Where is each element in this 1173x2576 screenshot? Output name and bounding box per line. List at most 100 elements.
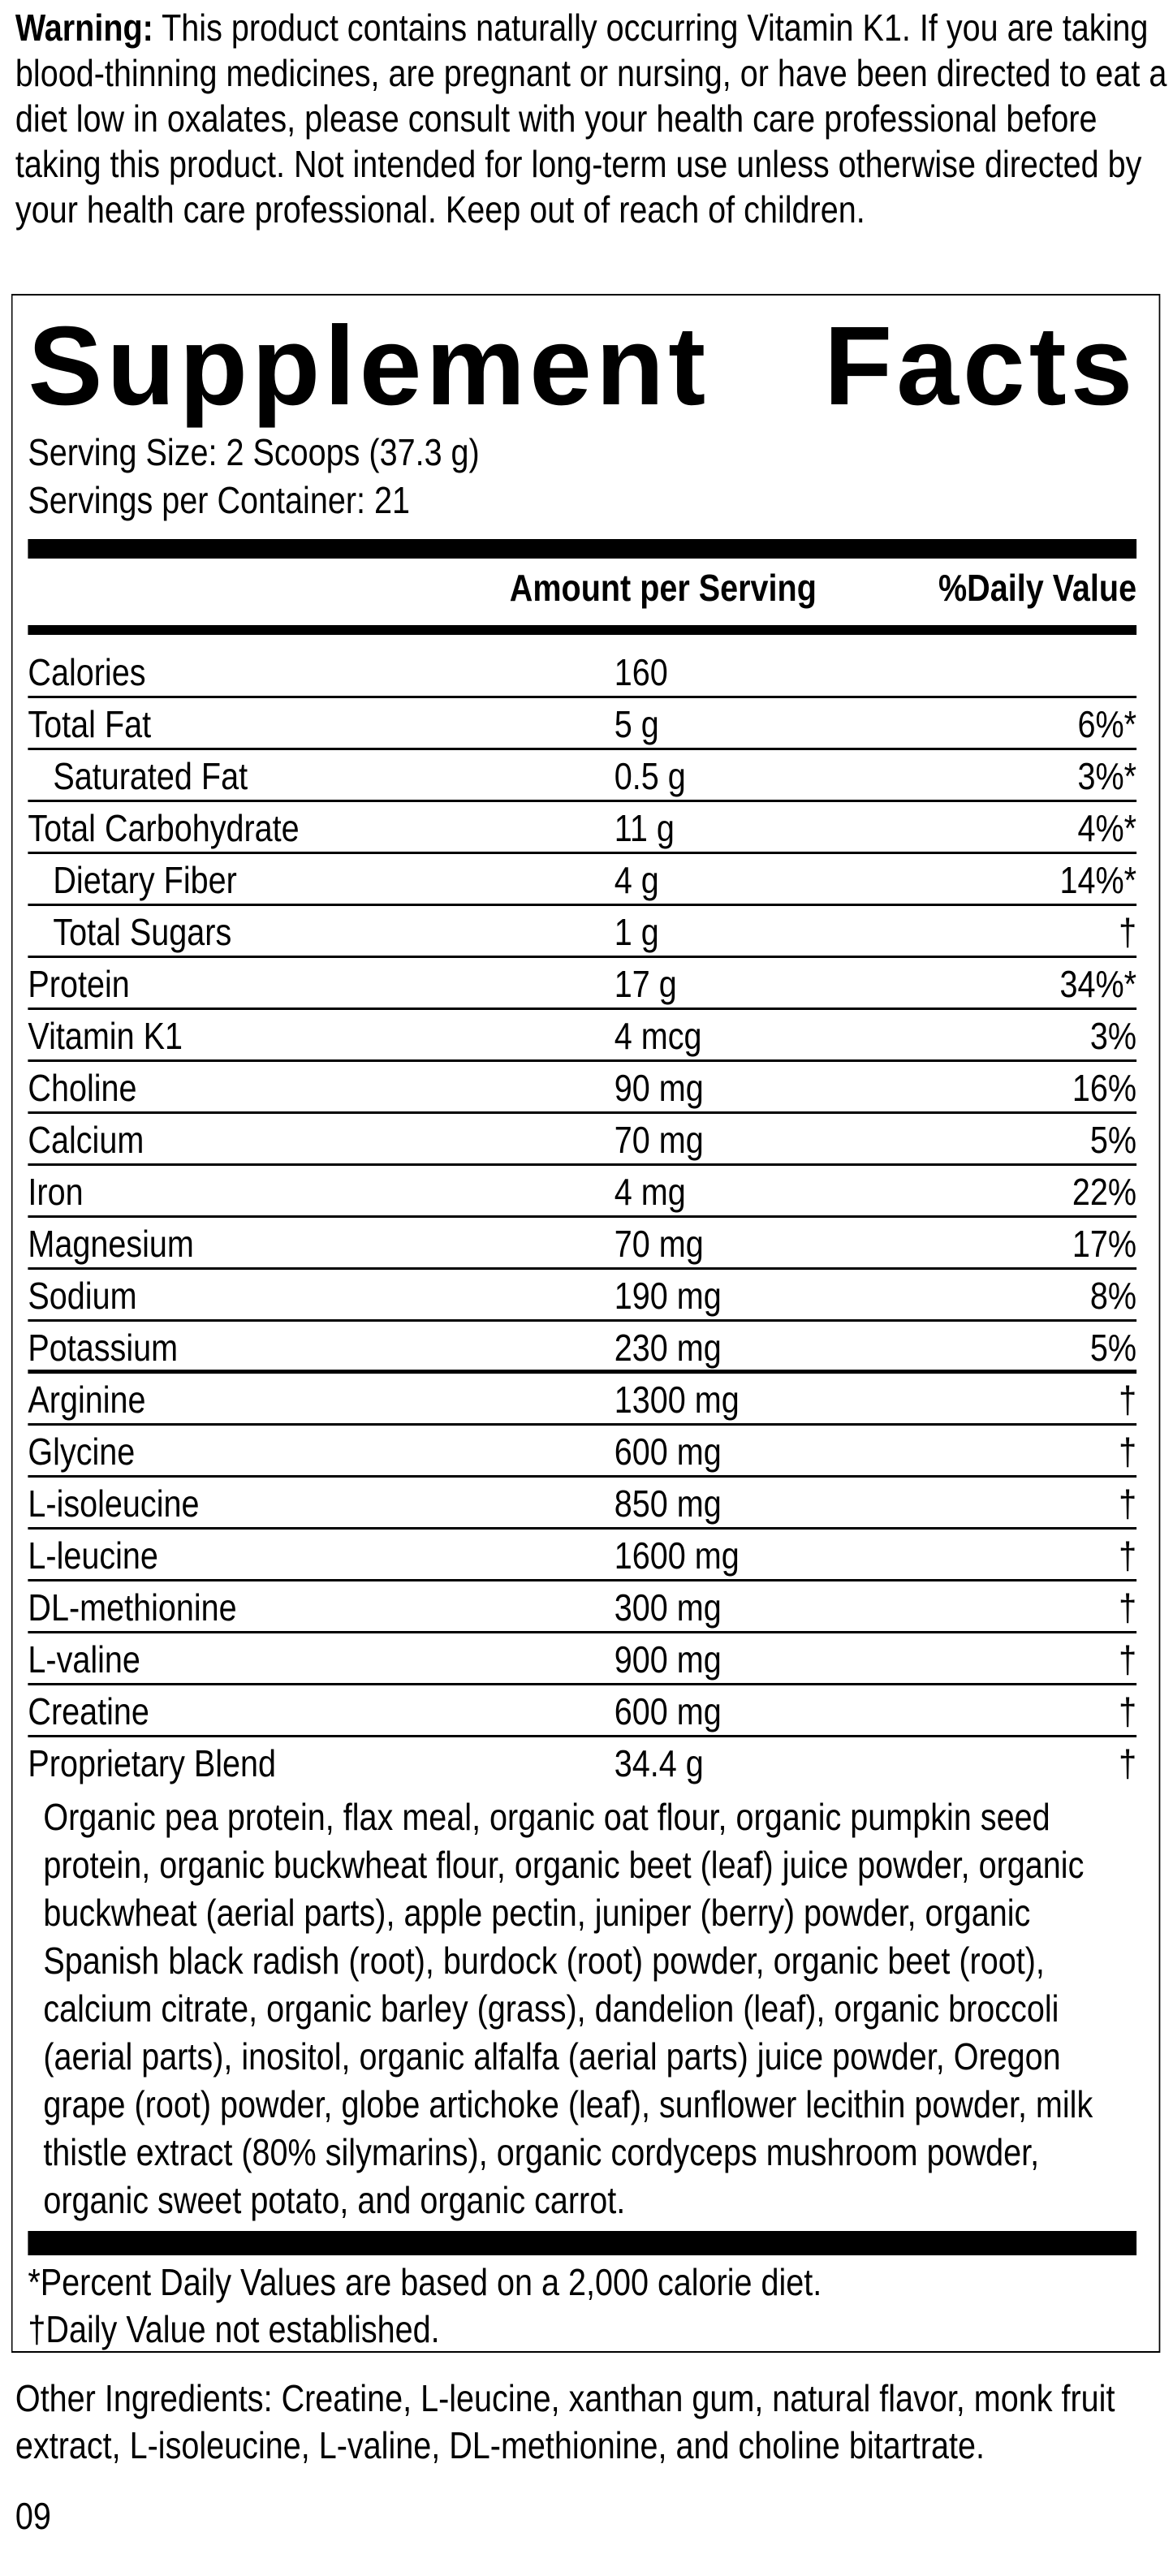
footnote-daily-value: *Percent Daily Values are based on a 2,0… [28, 2261, 822, 2303]
nutrient-daily-value: 4%* [1077, 807, 1137, 849]
nutrient-daily-value: † [1119, 1430, 1137, 1473]
nutrient-amount: 1600 mg [614, 1534, 740, 1577]
nutrient-row: Glycine 600 mg † [28, 1426, 1136, 1478]
nutrient-row: L-isoleucine 850 mg † [28, 1478, 1136, 1530]
nutrient-amount: 17 g [614, 963, 677, 1005]
nutrient-daily-value: 3%* [1077, 755, 1137, 797]
nutrient-name: Creatine [28, 1690, 149, 1732]
nutrient-amount: 4 mcg [614, 1015, 702, 1057]
nutrient-amount: 34.4 g [614, 1742, 704, 1784]
nutrient-row: Total Carbohydrate 11 g 4%* [28, 802, 1136, 854]
nutrient-amount: 90 mg [614, 1067, 704, 1109]
nutrient-daily-value: 5% [1089, 1327, 1137, 1369]
nutrient-row: L-valine 900 mg † [28, 1633, 1136, 1685]
nutrient-amount: 850 mg [614, 1482, 722, 1525]
header-daily-value: %Daily Value [938, 567, 1137, 609]
nutrient-row: Potassium 230 mg 5% [28, 1322, 1136, 1374]
footer-divider [28, 2231, 1137, 2255]
nutrient-amount: 230 mg [614, 1327, 722, 1369]
nutrient-name: Calories [28, 651, 146, 693]
footnotes: *Percent Daily Values are based on a 2,0… [28, 2259, 1136, 2353]
nutrient-daily-value: † [1119, 1638, 1137, 1681]
nutrient-name: DL-methionine [28, 1586, 237, 1629]
nutrient-name: L-isoleucine [28, 1482, 200, 1525]
warning-label: Warning: [15, 6, 153, 49]
nutrient-amount: 4 g [614, 859, 659, 901]
nutrient-daily-value: † [1119, 1690, 1137, 1732]
nutrient-name: Saturated Fat [53, 755, 248, 797]
nutrient-amount: 4 mg [614, 1171, 686, 1213]
nutrient-name: Total Carbohydrate [28, 807, 300, 849]
nutrient-name: Potassium [28, 1327, 179, 1369]
nutrient-name: L-valine [28, 1638, 140, 1681]
nutrient-amount: 70 mg [614, 1119, 704, 1161]
nutrient-amount: 600 mg [614, 1430, 722, 1473]
nutrient-amount: 1300 mg [614, 1379, 740, 1421]
nutrient-name: Calcium [28, 1119, 144, 1161]
nutrient-daily-value: † [1119, 911, 1137, 953]
nutrient-daily-value: 16% [1072, 1067, 1137, 1109]
warning-paragraph: Warning: This product contains naturally… [15, 5, 1167, 232]
nutrient-name: Protein [28, 963, 130, 1005]
other-ingredients: Other Ingredients: Creatine, L-leucine, … [15, 2377, 1115, 2466]
nutrient-daily-value: 6%* [1077, 703, 1137, 745]
nutrient-row: Choline 90 mg 16% [28, 1062, 1136, 1114]
nutrient-daily-value: 22% [1072, 1171, 1137, 1213]
nutrient-amount: 5 g [614, 703, 659, 745]
nutrient-row: Vitamin K1 4 mcg 3% [28, 1010, 1136, 1062]
nutrient-daily-value: † [1119, 1482, 1137, 1525]
column-header: Amount per Serving %Daily Value [28, 563, 1136, 612]
nutrient-amount: 900 mg [614, 1638, 722, 1681]
nutrient-row: Arginine 1300 mg † [28, 1374, 1136, 1426]
nutrient-name: Iron [28, 1171, 84, 1213]
footnote-dagger: †Daily Value not established. [28, 2308, 440, 2350]
nutrient-name: Magnesium [28, 1223, 194, 1265]
nutrient-name: Vitamin K1 [28, 1015, 183, 1057]
nutrient-row: Proprietary Blend 34.4 g † [28, 1737, 1136, 1789]
nutrient-name: Glycine [28, 1430, 136, 1473]
nutrient-row: Protein 17 g 34%* [28, 958, 1136, 1010]
nutrient-row: L-leucine 1600 mg † [28, 1530, 1136, 1581]
nutrient-row: Sodium 190 mg 8% [28, 1270, 1136, 1322]
title-word-facts: Facts [823, 304, 1137, 429]
nutrient-daily-value: 8% [1089, 1275, 1137, 1317]
header-divider [28, 625, 1137, 635]
nutrient-name: Proprietary Blend [28, 1742, 277, 1784]
warning-text: This product contains naturally occurrin… [15, 6, 1167, 231]
nutrient-row: Magnesium 70 mg 17% [28, 1218, 1136, 1270]
nutrient-name: Total Sugars [53, 911, 232, 953]
nutrient-daily-value: 34%* [1059, 963, 1137, 1005]
nutrient-row: Total Fat 5 g 6%* [28, 698, 1136, 750]
nutrient-name: Dietary Fiber [53, 859, 237, 901]
nutrient-daily-value: † [1119, 1379, 1137, 1421]
nutrient-amount: 70 mg [614, 1223, 704, 1265]
nutrient-table: Calories 160 Total Fat 5 g 6%* Saturated Fat 0… [28, 646, 1136, 1789]
nutrient-row: Calories 160 [28, 646, 1137, 698]
nutrient-name: Choline [28, 1067, 137, 1109]
nutrient-amount: 0.5 g [614, 755, 686, 797]
servings-per-container: Servings per Container: 21 [28, 479, 410, 521]
serving-size: Serving Size: 2 Scoops (37.3 g) [28, 431, 480, 473]
nutrient-name: L-leucine [28, 1534, 158, 1577]
nutrient-row: Iron 4 mg 22% [28, 1166, 1136, 1218]
nutrient-amount: 190 mg [614, 1275, 722, 1317]
nutrient-daily-value: 14%* [1059, 859, 1137, 901]
nutrient-daily-value: 3% [1089, 1015, 1137, 1057]
blend-ingredients: Organic pea protein, flax meal, organic … [43, 1796, 1093, 2221]
nutrient-amount: 1 g [614, 911, 659, 953]
nutrient-daily-value: † [1119, 1534, 1137, 1577]
supplement-facts-panel: Supplement Facts Serving Size: 2 Scoops … [11, 294, 1161, 2353]
nutrient-name: Sodium [28, 1275, 137, 1317]
nutrient-daily-value: † [1119, 1742, 1137, 1784]
panel-title: Supplement Facts [28, 305, 1136, 427]
nutrient-amount: 160 [614, 651, 668, 693]
nutrient-row: Saturated Fat 0.5 g 3%* [28, 750, 1136, 802]
header-amount: Amount per Serving [509, 567, 817, 609]
nutrient-daily-value: † [1119, 1586, 1137, 1629]
nutrient-row: Dietary Fiber 4 g 14%* [28, 854, 1136, 906]
label-code: 09 [15, 2495, 51, 2537]
thick-divider [28, 539, 1137, 559]
nutrient-name: Total Fat [28, 703, 152, 745]
title-word-supplement: Supplement [28, 304, 710, 429]
nutrient-row: Calcium 70 mg 5% [28, 1114, 1136, 1166]
